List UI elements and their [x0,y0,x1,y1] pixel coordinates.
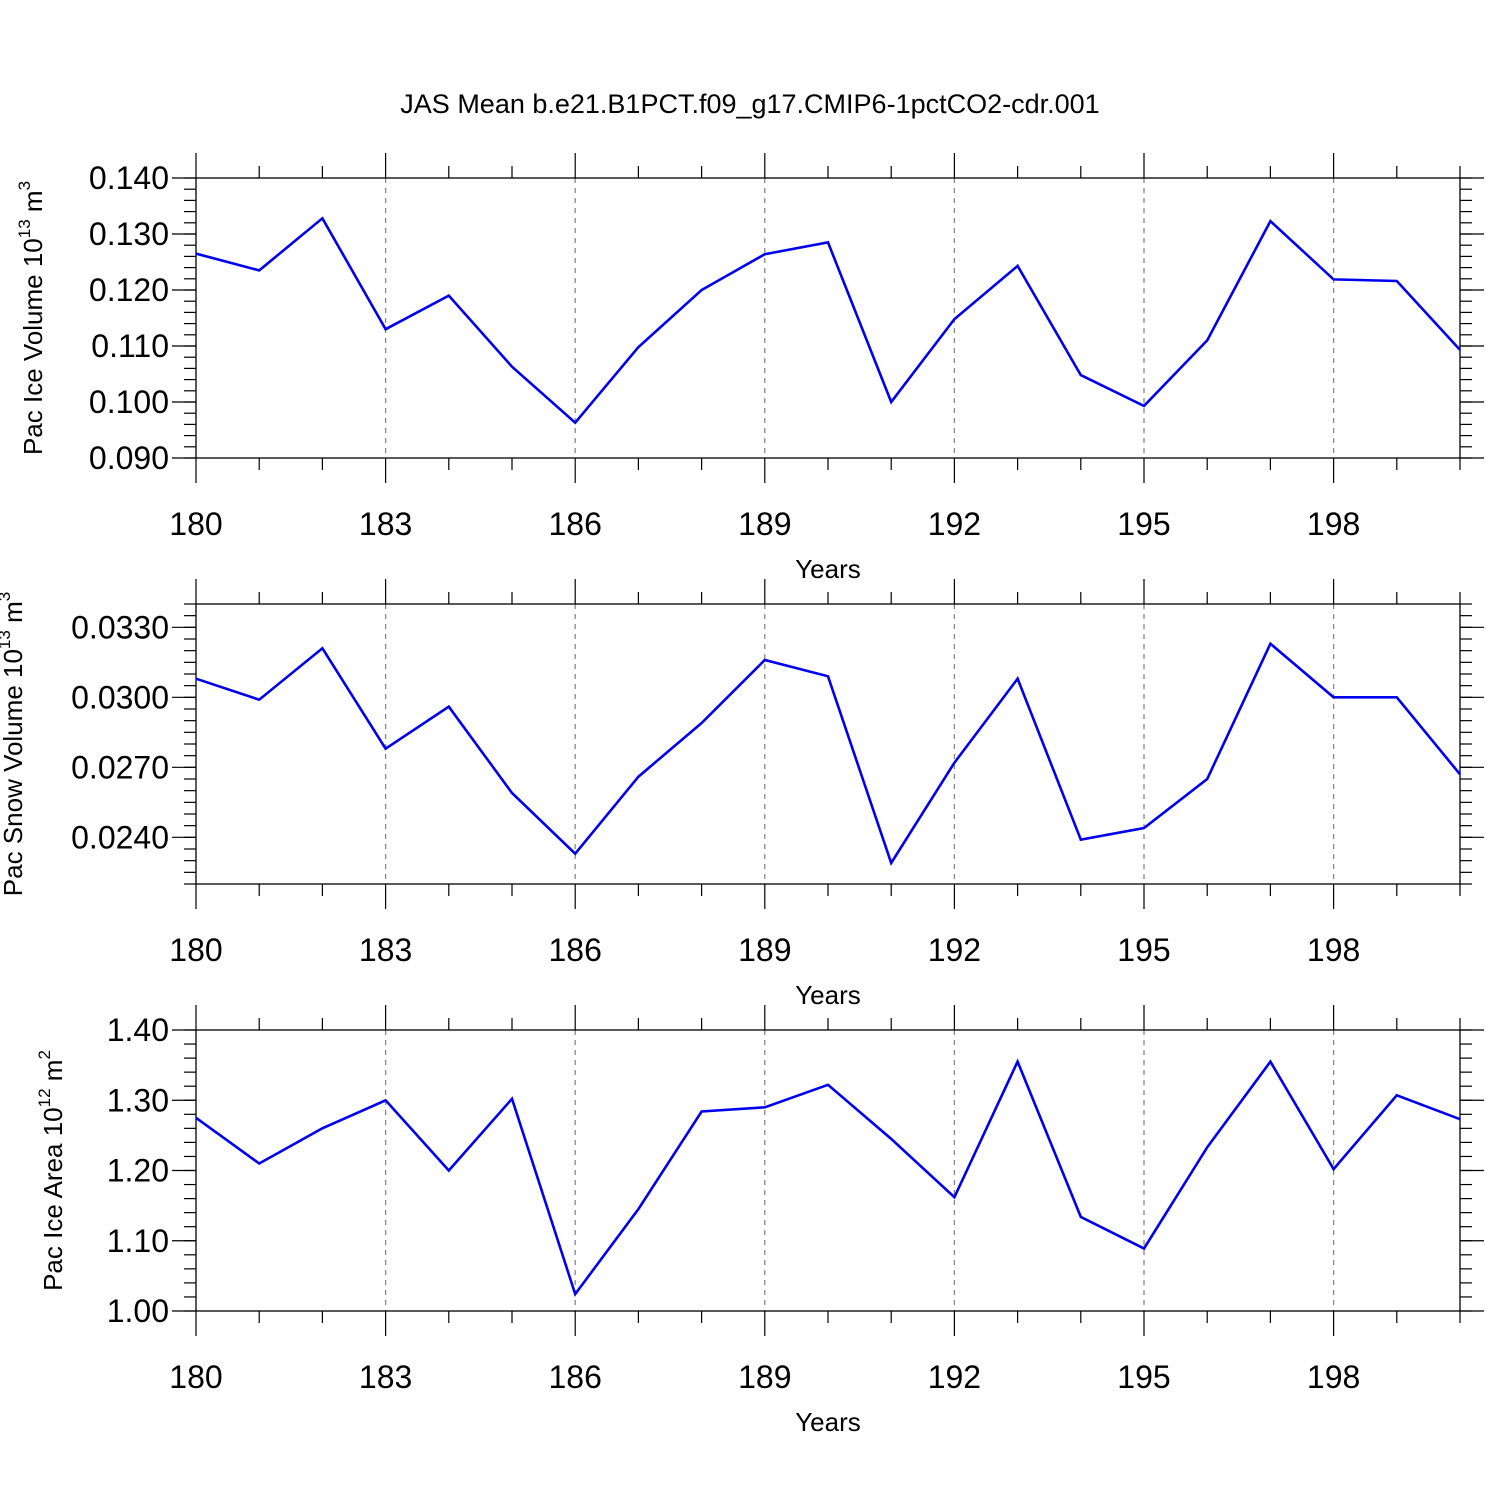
y-axis-title-exponent: 13 [0,630,14,649]
y-axis-title-text: Pac Snow Volume 10 [0,649,28,896]
x-tick-label: 186 [549,506,602,542]
y-tick-label: 0.140 [89,160,169,196]
x-tick-label: 186 [549,1359,602,1395]
y-tick-label: 1.40 [107,1012,169,1048]
y-tick-label: 0.130 [89,216,169,252]
y-axis-title-text: Pac Ice Area 10 [38,1107,68,1291]
y-tick-label: 0.0300 [71,679,169,715]
x-tick-label: 183 [359,932,412,968]
x-tick-label: 195 [1117,932,1170,968]
x-tick-label: 189 [738,932,791,968]
x-tick-label: 180 [169,506,222,542]
plot-frame [195,177,1461,459]
y-axis-title: Pac Ice Area 1012 m2 [35,1050,68,1291]
x-tick-label: 192 [928,506,981,542]
x-tick-label: 198 [1307,932,1360,968]
x-axis-title: Years [795,554,861,584]
y-tick-label: 0.090 [89,440,169,476]
y-axis-title: Pac Ice Volume 1013 m3 [15,181,48,455]
y-axis-title-unit: m [0,601,28,630]
x-tick-label: 180 [169,1359,222,1395]
y-tick-label: 1.30 [107,1082,169,1118]
y-tick-label: 0.100 [89,384,169,420]
x-tick-label: 189 [738,1359,791,1395]
y-tick-label: 0.0330 [71,609,169,645]
series-line [195,641,1462,867]
y-axis-title-unit: m [18,190,48,219]
x-tick-label: 195 [1117,506,1170,542]
x-tick-label: 183 [359,506,412,542]
y-tick-label: 0.0270 [71,749,169,785]
x-tick-label: 198 [1307,1359,1360,1395]
y-tick-label: 1.00 [107,1293,169,1329]
plot-frame [195,603,1461,885]
y-tick-label: 0.120 [89,272,169,308]
y-axis-title-unit-exponent: 3 [15,181,34,190]
y-tick-label: 0.0240 [71,819,169,855]
x-tick-label: 180 [169,932,222,968]
x-tick-label: 192 [928,1359,981,1395]
y-axis-title-text: Pac Ice Volume 10 [18,238,48,455]
y-axis-title-unit: m [38,1060,68,1089]
plot-frame [195,1029,1461,1312]
x-tick-label: 183 [359,1359,412,1395]
x-tick-label: 195 [1117,1359,1170,1395]
x-tick-label: 198 [1307,506,1360,542]
y-axis-title-exponent: 12 [35,1088,54,1107]
y-axis-title-unit-exponent: 2 [35,1050,54,1059]
x-tick-label: 186 [549,932,602,968]
x-axis-title: Years [795,980,861,1010]
x-tick-label: 192 [928,932,981,968]
y-axis-title: Pac Snow Volume 1013 m3 [0,592,28,896]
series-line [195,1058,1461,1297]
x-axis-title: Years [795,1407,861,1437]
x-tick-label: 189 [738,506,791,542]
panel-2: 0.0240 0.0270 0.0300 0.0330 180 183 186 189 192 1… [0,579,1484,1010]
panel-1: 0.090 0.100 0.110 0.120 0.130 0.140 180 183 186 1… [15,153,1484,584]
panel-3: 1.00 1.10 1.20 1.30 1.40 180 183 186 189 192 195 19… [35,1005,1484,1437]
y-tick-label: 0.110 [91,328,169,364]
y-tick-label: 1.20 [107,1153,169,1189]
figure-title: JAS Mean b.e21.B1PCT.f09_g17.CMIP6-1pctC… [400,89,1099,119]
y-tick-label: 1.10 [107,1223,169,1259]
y-axis-title-exponent: 13 [15,219,34,238]
y-axis-title-unit-exponent: 3 [0,592,14,601]
